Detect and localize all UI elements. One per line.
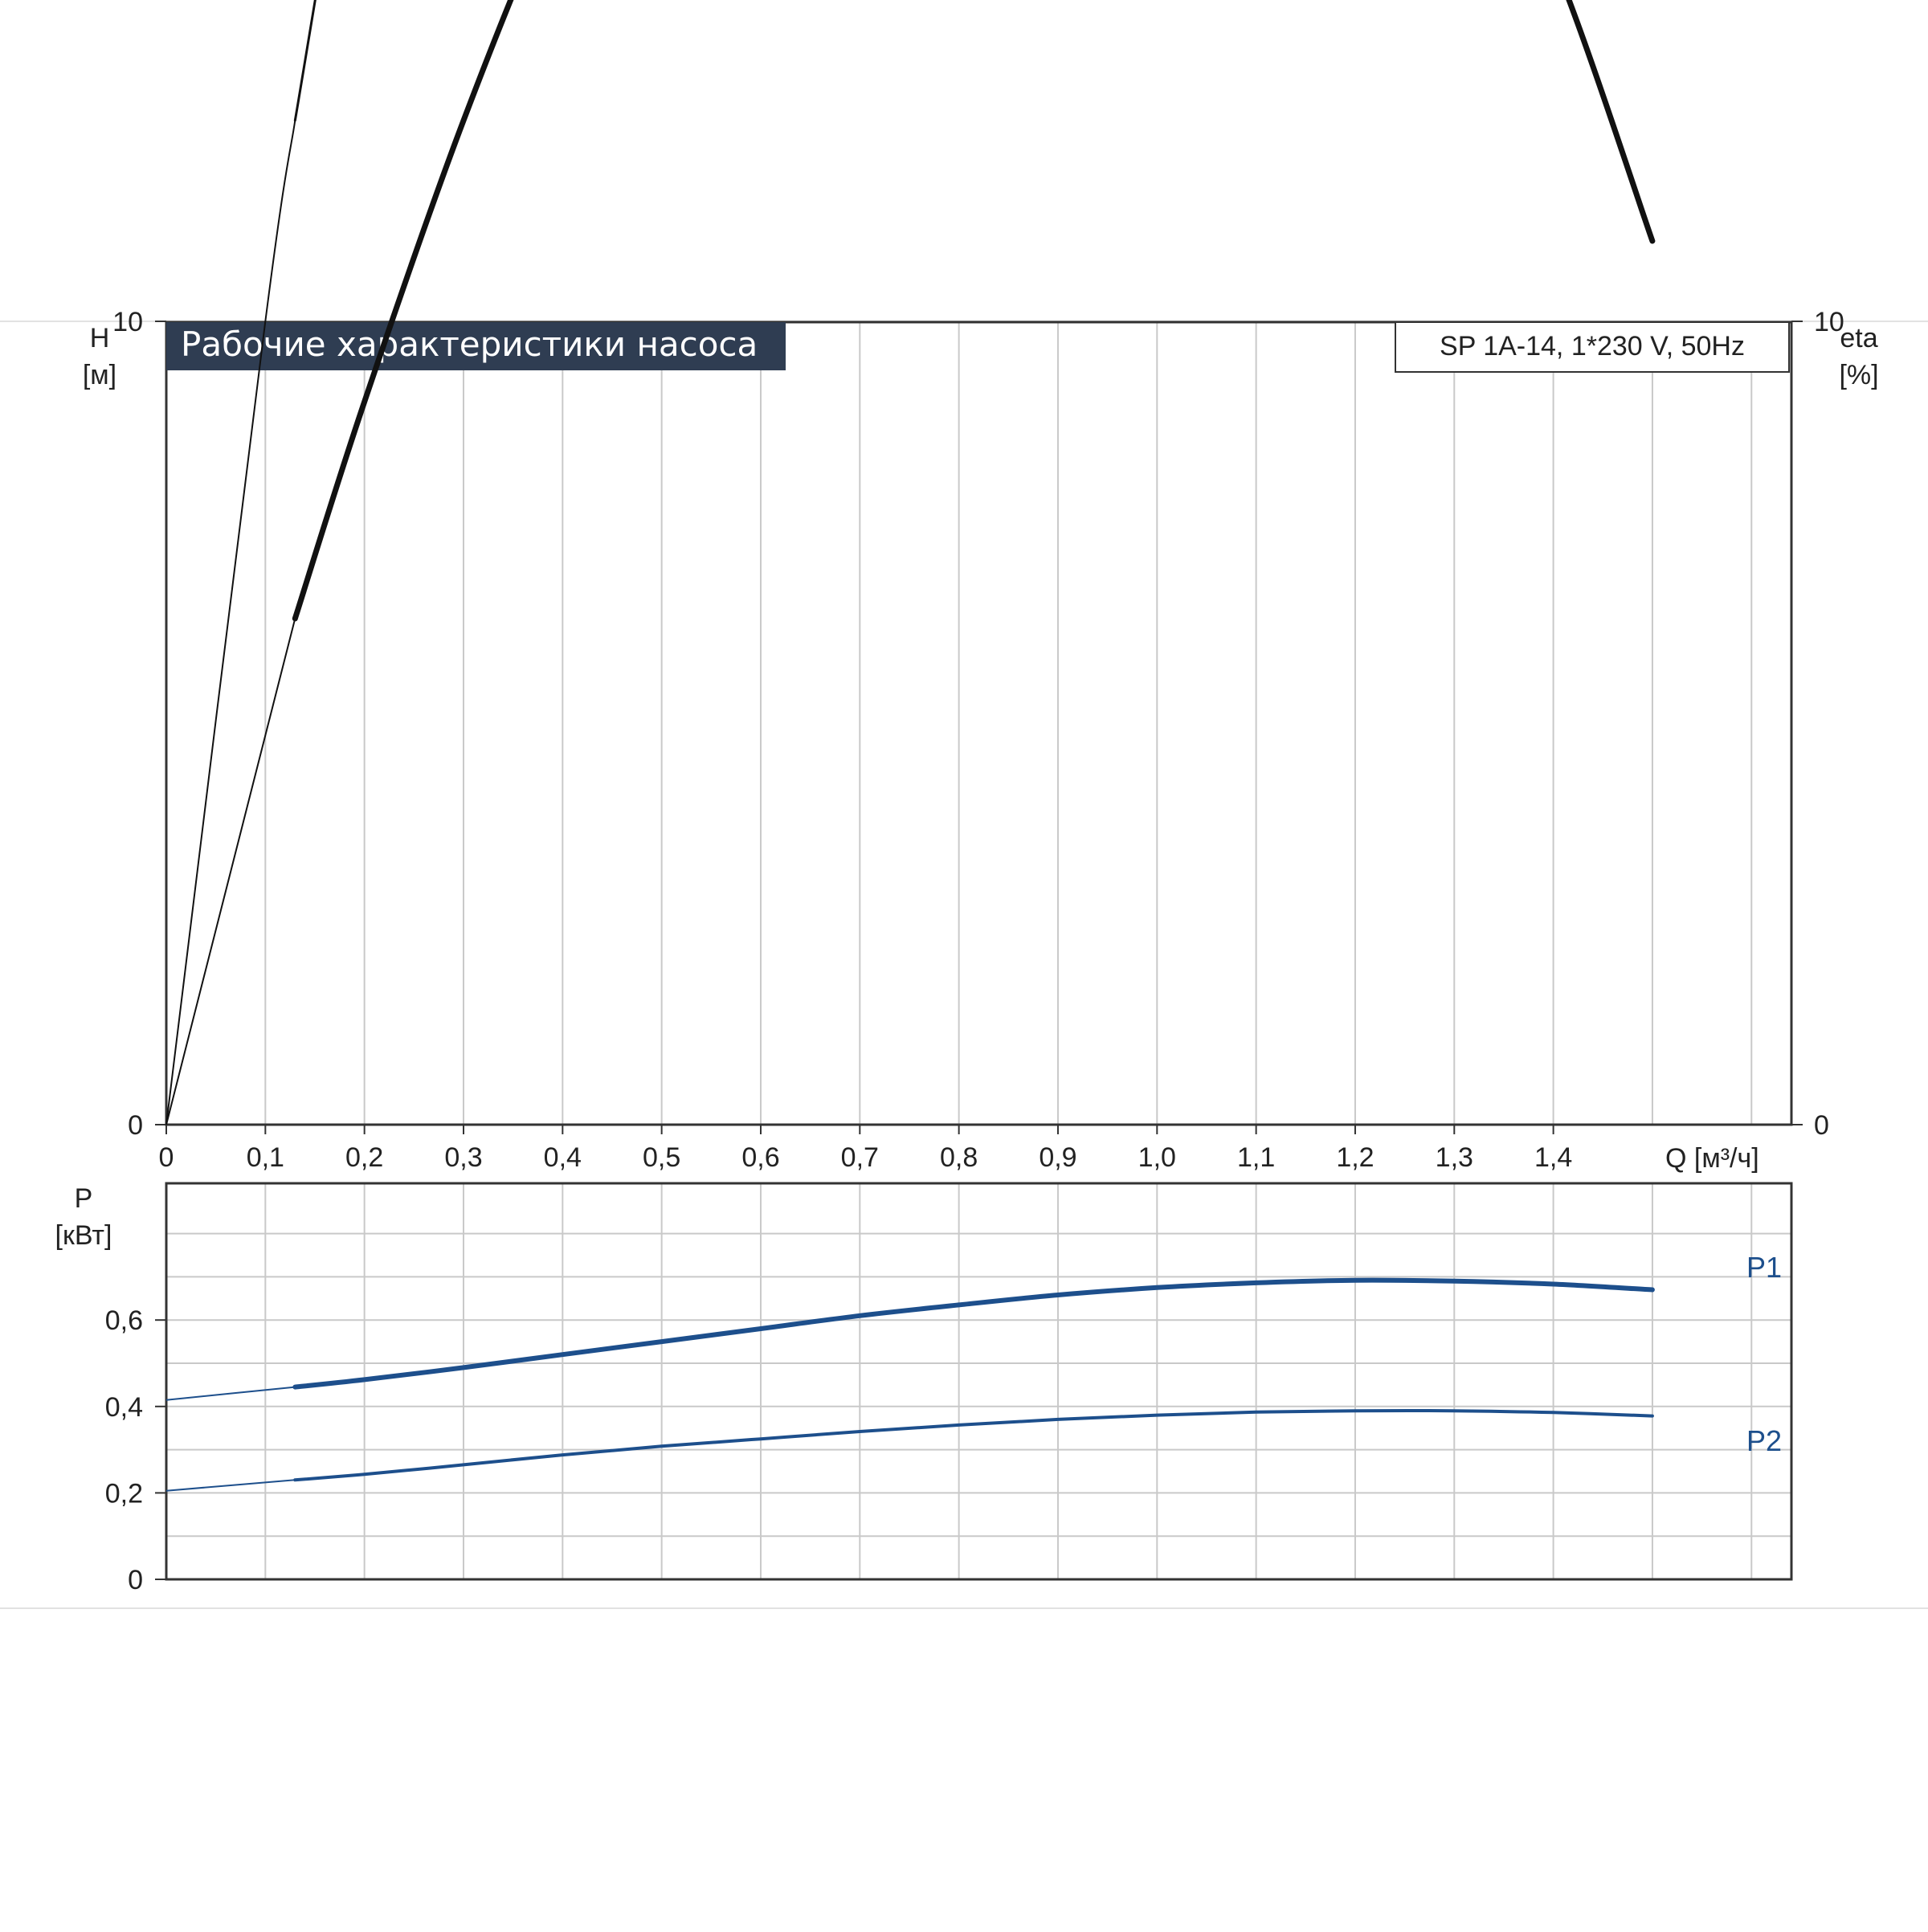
x-tick-label: 0,1 bbox=[247, 1142, 284, 1173]
x-tick-label: 1,1 bbox=[1237, 1142, 1275, 1173]
p-tick-label: 0 bbox=[128, 1565, 143, 1595]
x-tick-label: 1,3 bbox=[1436, 1142, 1473, 1173]
top-series-extension-3 bbox=[165, 618, 296, 1125]
x-tick-label: 1,0 bbox=[1138, 1142, 1176, 1173]
bottom-plot-grid bbox=[166, 1183, 1791, 1579]
bottom-plot-frame bbox=[165, 1182, 1793, 1581]
title-box bbox=[166, 322, 786, 370]
p-axis-label-unit: [кВт] bbox=[55, 1220, 112, 1251]
bottom-plot-ticks: 0 0,2 0,4 0,6 bbox=[105, 1305, 166, 1595]
model-label: SP 1A-14, 1*230 V, 50Hz bbox=[1440, 331, 1745, 361]
x-tick-label: 0,8 bbox=[940, 1142, 978, 1173]
bottom-series-extension-p1 bbox=[165, 1386, 296, 1401]
chart-title: Рабочие характеристики насоса bbox=[181, 325, 758, 364]
top-plot-ticks: 0 0,1 0,2 0,3 0,4 0,5 0,6 0,7 0,8 0,9 1,0 1,1 1,2 1,3… bbox=[112, 307, 1844, 1173]
p-tick-label: 0,2 bbox=[105, 1478, 143, 1509]
top-series-line-2 bbox=[293, 0, 317, 122]
top-series-extension-2 bbox=[165, 120, 296, 1125]
y-tick-label-left: 10 bbox=[112, 307, 143, 337]
x-tick-label: 0,7 bbox=[841, 1142, 879, 1173]
top-series-line-3 bbox=[292, 0, 1656, 622]
x-tick-label: 0 bbox=[159, 1142, 174, 1173]
bottom-plot-series: P1 P2 bbox=[165, 1251, 1782, 1492]
series-label-p2: P2 bbox=[1746, 1424, 1782, 1457]
series-line-p2 bbox=[293, 1408, 1654, 1482]
x-tick-label: 0,9 bbox=[1039, 1142, 1076, 1173]
x-tick-label: 0,2 bbox=[345, 1142, 383, 1173]
top-plot-frame bbox=[165, 321, 1793, 1126]
top-plot-series bbox=[165, 0, 1656, 1125]
y-axis-label-right-unit: [%] bbox=[1839, 360, 1878, 390]
p-tick-label: 0,6 bbox=[105, 1305, 143, 1336]
bottom-series-extension-p2 bbox=[165, 1479, 296, 1492]
model-label-box bbox=[1395, 321, 1790, 373]
x-tick-label: 0,3 bbox=[444, 1142, 482, 1173]
x-tick-label: 0,6 bbox=[741, 1142, 779, 1173]
top-plot-grid bbox=[166, 321, 1791, 1125]
x-tick-label: 1,2 bbox=[1336, 1142, 1374, 1173]
x-axis-label: Q [м³/ч] bbox=[1665, 1143, 1759, 1174]
y-axis-label-right-symbol: eta bbox=[1840, 323, 1877, 353]
x-tick-label: 1,4 bbox=[1534, 1142, 1572, 1173]
x-tick-label: 0,4 bbox=[544, 1142, 582, 1173]
y-axis-label-left-symbol: H bbox=[90, 323, 110, 353]
p-tick-label: 0,4 bbox=[105, 1392, 143, 1423]
series-label-p1: P1 bbox=[1746, 1251, 1782, 1284]
y-axis-label-left-unit: [м] bbox=[83, 360, 116, 390]
series-line-p1 bbox=[292, 1277, 1655, 1390]
y-tick-label-left: 0 bbox=[128, 1110, 143, 1141]
p-axis-label-symbol: P bbox=[75, 1183, 93, 1214]
y-tick-label-right: 0 bbox=[1814, 1110, 1829, 1141]
y-tick-label-right: 10 bbox=[1814, 307, 1844, 337]
x-tick-label: 0,5 bbox=[643, 1142, 680, 1173]
